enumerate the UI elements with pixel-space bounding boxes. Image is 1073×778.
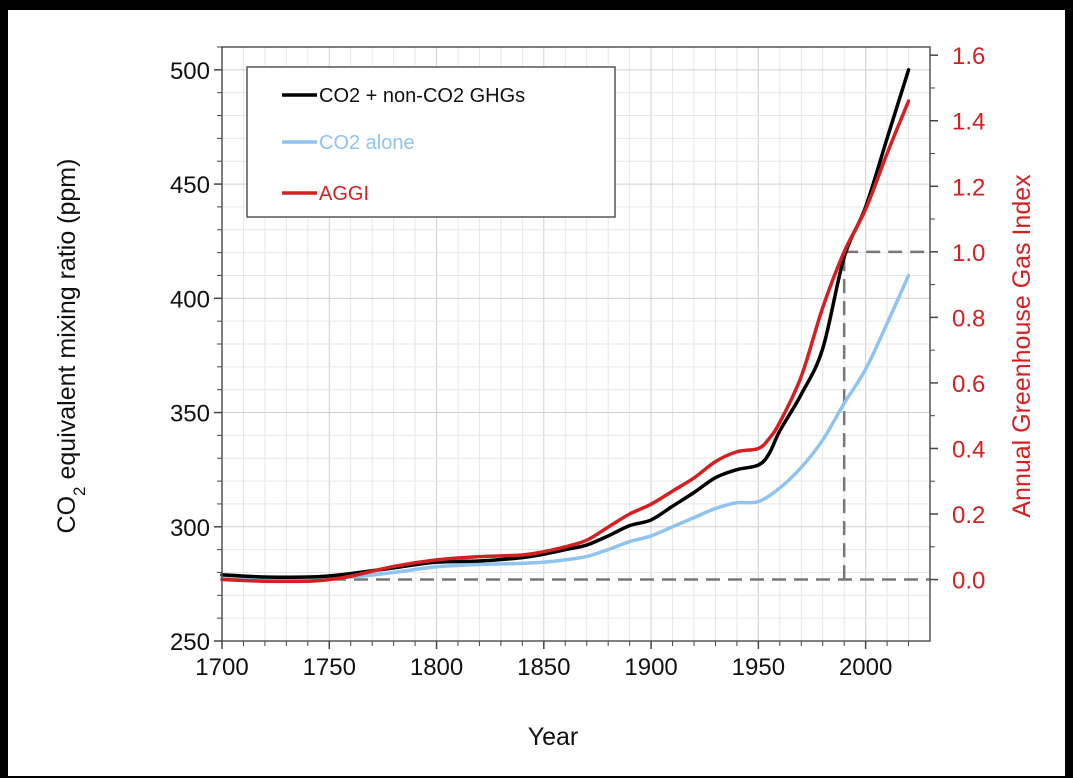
y-axis-title-left: CO2 equivalent mixing ratio (ppm) — [53, 159, 89, 534]
y-right-tick-label-2: 0.4 — [952, 436, 985, 463]
legend-label-2: AGGI — [319, 183, 369, 205]
y-axis-title-left-suffix: equivalent mixing ratio (ppm) — [53, 159, 81, 487]
x-tick-label-2000: 2000 — [839, 654, 892, 681]
legend-label-0: CO2 + non-CO2 GHGs — [319, 85, 525, 107]
y-left-tick-label-450: 450 — [170, 172, 210, 199]
y-right-tick-label-4: 0.8 — [952, 305, 985, 332]
series-line-1 — [220, 273, 911, 581]
y-left-tick-label-350: 350 — [170, 401, 210, 428]
x-tick-label-1700: 1700 — [195, 654, 248, 681]
x-tick-label-1800: 1800 — [410, 654, 463, 681]
y-right-tick-label-5: 1.0 — [952, 240, 985, 267]
y-right-tick-label-6: 1.2 — [952, 174, 985, 201]
x-tick-label-1850: 1850 — [517, 654, 570, 681]
y-left-tick-label-300: 300 — [170, 515, 210, 542]
y-left-tick-label-500: 500 — [170, 58, 210, 85]
ticks: 1700 1750 1800 1850 1900 1950 2000 250 300 350 400… — [170, 43, 985, 681]
y-left-tick-label-250: 250 — [170, 629, 210, 656]
x-axis-title: Year — [528, 723, 579, 751]
x-tick-label-1950: 1950 — [732, 654, 785, 681]
y-right-tick-label-1: 0.2 — [952, 502, 985, 529]
y-left-tick-label-400: 400 — [170, 286, 210, 313]
y-axis-title-left-prefix: CO — [53, 496, 81, 534]
x-tick-label-1750: 1750 — [303, 654, 356, 681]
y-right-tick-label-7: 1.4 — [952, 109, 985, 136]
legend-label-1: CO2 alone — [319, 132, 415, 154]
y-axis-title-right: Annual Greenhouse Gas Index — [1008, 174, 1036, 518]
y-right-tick-label-0: 0.0 — [952, 568, 985, 595]
y-right-tick-label-3: 0.6 — [952, 371, 985, 398]
series-lines — [220, 68, 911, 584]
y-axis-title-left-sub: 2 — [70, 486, 89, 495]
legend: CO2 + non-CO2 GHGs CO2 alone AGGI — [246, 66, 616, 218]
y-right-tick-label-8: 1.6 — [952, 43, 985, 70]
x-tick-label-1900: 1900 — [624, 654, 677, 681]
series-line-2 — [220, 99, 911, 584]
